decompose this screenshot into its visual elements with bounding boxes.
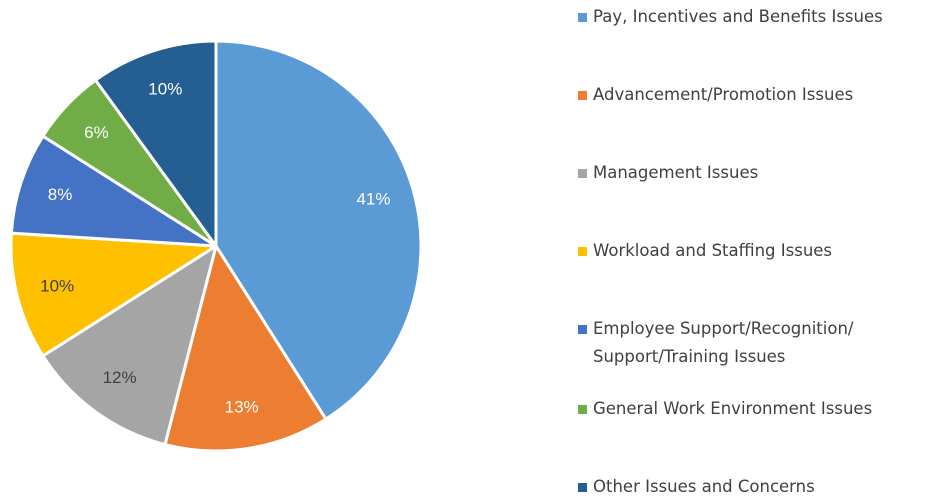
legend-label: Workload and Staffing Issues — [593, 241, 833, 260]
pie-slice — [163, 244, 328, 453]
legend-swatch — [578, 483, 587, 492]
data-label: 8% — [48, 185, 73, 204]
legend-swatch — [578, 405, 587, 414]
legend-swatch — [578, 169, 587, 178]
data-label: 6% — [84, 123, 109, 142]
data-label: 13% — [225, 397, 259, 416]
legend-swatch — [578, 91, 587, 100]
legend-label: Employee Support/Recognition/ Support/Tr… — [593, 319, 854, 366]
legend-label: Advancement/Promotion Issues — [593, 85, 854, 104]
legend-swatch — [578, 13, 587, 22]
legend-item: Employee Support/Recognition/ Support/Tr… — [578, 315, 923, 371]
legend-item: Other Issues and Concerns — [578, 473, 815, 501]
pie-slice — [41, 244, 218, 447]
legend-label: Pay, Incentives and Benefits Issues — [593, 7, 883, 26]
legend-item: General Work Environment Issues — [578, 395, 872, 423]
legend-swatch — [578, 325, 587, 334]
legend-label: General Work Environment Issues — [593, 399, 873, 418]
legend-label: Other Issues and Concerns — [593, 477, 815, 496]
pie-slice — [9, 231, 218, 358]
legend-swatch — [578, 247, 587, 256]
legend-label: Management Issues — [593, 163, 759, 182]
data-label: 10% — [40, 276, 74, 295]
chart: 41% 13% 12% 10% 8% 6% 10% — [9, 39, 423, 453]
legend-item: Pay, Incentives and Benefits Issues — [578, 3, 883, 31]
data-label: 12% — [103, 368, 137, 387]
data-label: 41% — [356, 190, 390, 209]
legend-item: Advancement/Promotion Issues — [578, 81, 853, 109]
pie-slice — [9, 134, 218, 248]
legend-item: Workload and Staffing Issues — [578, 237, 832, 265]
pie-slice — [94, 39, 218, 248]
data-label: 10% — [148, 80, 182, 99]
legend: Pay, Incentives and Benefits Issues Advan… — [578, 0, 932, 499]
legend-item: Management Issues — [578, 159, 758, 187]
